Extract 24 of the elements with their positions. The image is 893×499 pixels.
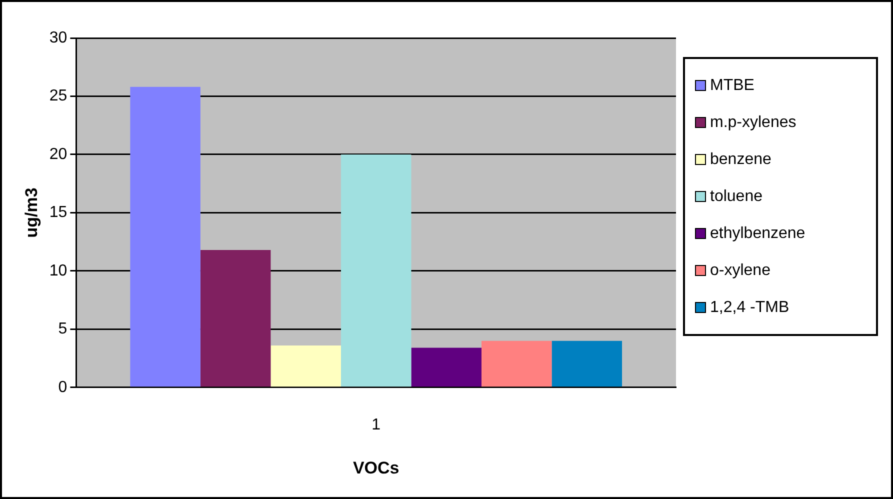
legend-label: m.p-xylenes — [710, 114, 796, 132]
bar — [340, 154, 412, 387]
y-axis-title: ug/m3 — [22, 188, 41, 238]
bar — [481, 340, 552, 387]
y-tick-label: 0 — [58, 378, 68, 396]
x-axis-title: VOCs — [352, 458, 400, 478]
bar — [552, 340, 622, 387]
x-tick-label: 1 — [372, 416, 381, 434]
y-tick-label: 25 — [49, 88, 68, 105]
bar — [411, 348, 482, 387]
legend-label: toluene — [710, 188, 762, 206]
y-tick-label: 5 — [58, 320, 68, 338]
bar — [200, 250, 271, 387]
legend-label: benzene — [710, 150, 772, 168]
y-tick-label: 20 — [49, 146, 68, 163]
legend-label: ethylbenzene — [710, 224, 806, 242]
legend-label: o-xylene — [710, 262, 770, 280]
y-tick-label: 10 — [49, 262, 68, 280]
legend-label: MTBE — [710, 76, 754, 94]
bar — [130, 86, 200, 387]
legend-label: 1,2,4 -TMB — [710, 298, 790, 316]
bar — [270, 345, 341, 387]
y-tick-label: 30 — [49, 29, 68, 46]
y-tick-label: 15 — [49, 204, 68, 222]
